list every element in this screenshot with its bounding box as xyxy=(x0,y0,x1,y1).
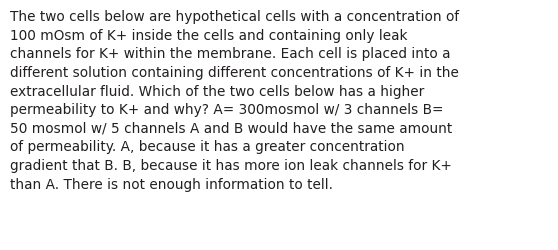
Text: The two cells below are hypothetical cells with a concentration of
100 mOsm of K: The two cells below are hypothetical cel… xyxy=(10,10,459,191)
